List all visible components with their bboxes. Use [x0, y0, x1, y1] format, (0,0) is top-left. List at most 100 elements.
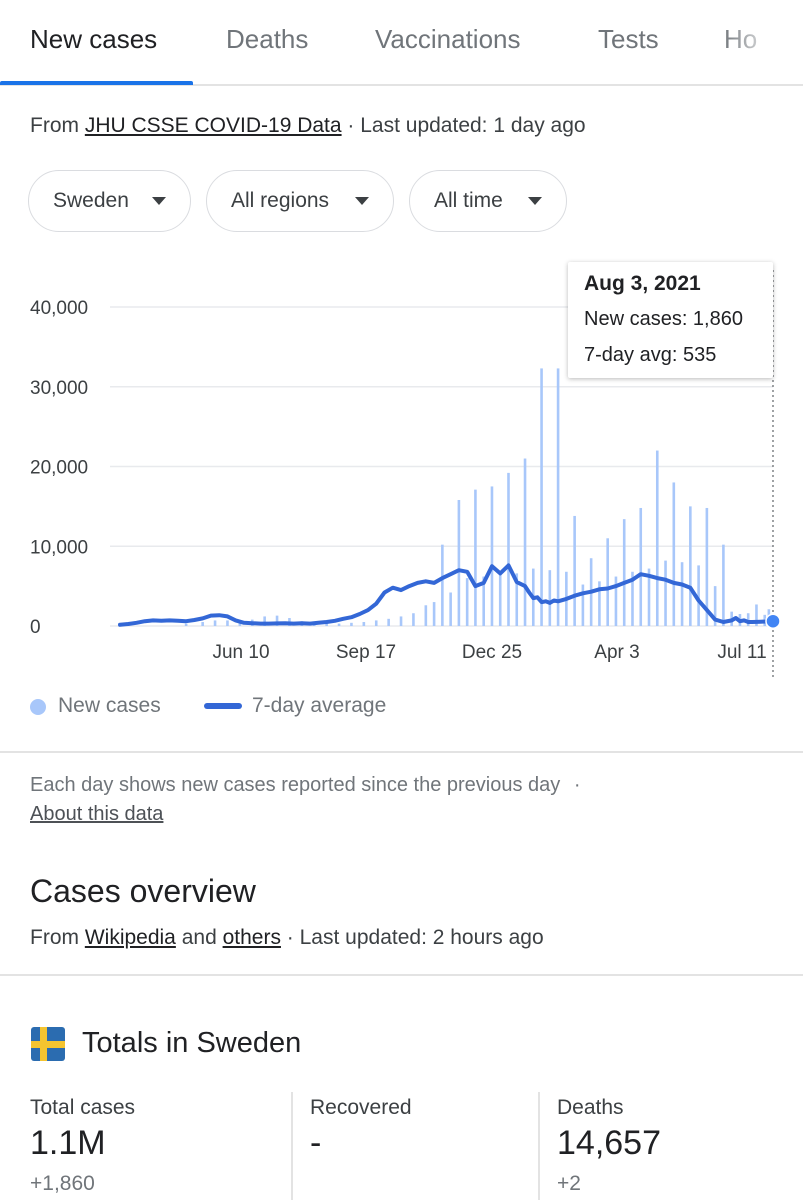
new-cases-bar [362, 622, 366, 626]
total-cases-delta: +1,860 [30, 1172, 95, 1195]
cases-overview-heading: Cases overview [30, 873, 256, 909]
active-tab-indicator [0, 81, 193, 85]
recovered-value: - [310, 1124, 322, 1162]
tab-new-cases[interactable]: New cases [30, 24, 158, 54]
new-cases-bar [226, 620, 229, 626]
new-cases-bar [639, 507, 643, 626]
deaths-value: 14,657 [557, 1124, 661, 1162]
new-cases-bar [498, 574, 502, 626]
new-cases-bar [655, 450, 659, 626]
new-cases-bar [755, 604, 758, 626]
new-cases-bar [647, 568, 651, 626]
new-cases-bar [581, 584, 585, 626]
tab-hospitalizations[interactable]: Ho [724, 24, 758, 54]
total-cases-label: Total cases [30, 1096, 136, 1119]
y-tick-label: 20,000 [30, 458, 88, 479]
x-tick-label: Jun 10 [212, 642, 269, 663]
stat-divider [291, 1092, 293, 1200]
legend-dot-icon [30, 699, 46, 715]
new-cases-bar [441, 544, 444, 626]
new-cases-bar [689, 506, 692, 626]
new-cases-bar [631, 571, 634, 626]
divider [0, 751, 803, 753]
source-prefix: From [30, 114, 85, 137]
tab-vaccinations[interactable]: Vaccinations [375, 24, 521, 54]
new-cases-bar [622, 519, 626, 626]
new-cases-bar [432, 602, 436, 626]
new-cases-bar [573, 515, 576, 626]
new-cases-bar [482, 576, 485, 626]
new-cases-bar [614, 576, 618, 626]
footnote-separator: · [573, 774, 581, 796]
new-cases-bar [337, 623, 341, 626]
total-cases-value: 1.1M [30, 1124, 106, 1162]
new-cases-bar [680, 562, 684, 626]
caret-down-icon [152, 197, 166, 205]
chart-tooltip: Aug 3, 2021 New cases: 1,860 7-day avg: … [568, 262, 773, 378]
new-cases-bar [350, 622, 353, 626]
overview-source-line: From Wikipedia and others · Last updated… [30, 926, 544, 950]
new-cases-bar [746, 613, 750, 626]
overview-src-prefix: From [30, 926, 85, 949]
new-cases-bar [449, 592, 452, 626]
location-dropdown[interactable]: Sweden [28, 170, 191, 232]
new-cases-bar [598, 581, 601, 626]
new-cases-bar [722, 544, 725, 626]
new-cases-bar [606, 538, 609, 626]
caret-down-icon [528, 197, 542, 205]
wikipedia-link[interactable]: Wikipedia [84, 926, 176, 949]
new-cases-bar [507, 472, 510, 626]
tooltip-7day-avg: 7-day avg: 535 [584, 344, 717, 366]
tooltip-new-cases: New cases: 1,860 [584, 308, 743, 330]
new-cases-bar [201, 622, 204, 626]
deaths-delta: +2 [557, 1172, 581, 1195]
x-tick-label: Dec 25 [462, 642, 522, 663]
new-cases-bar [424, 605, 428, 626]
sweden-flag-icon [31, 1027, 65, 1061]
legend-new-cases: New cases [58, 694, 161, 717]
new-cases-bar [490, 486, 494, 626]
region-dropdown[interactable]: All regions [206, 170, 394, 232]
seven-day-average-line [118, 563, 775, 627]
others-link[interactable]: others [222, 926, 281, 949]
chart-footnote: Each day shows new cases reported since … [30, 771, 770, 829]
new-cases-bar [672, 482, 676, 626]
new-cases-bar [713, 586, 717, 626]
stat-divider [538, 1092, 540, 1200]
new-cases-bar [412, 613, 415, 626]
tab-tests[interactable]: Tests [598, 24, 659, 54]
period-dropdown-label: All time [434, 189, 503, 212]
region-dropdown-label: All regions [231, 189, 330, 212]
location-dropdown-label: Sweden [53, 189, 129, 212]
new-cases-bar [263, 616, 266, 626]
y-tick-label: 30,000 [30, 378, 88, 399]
new-cases-bar [540, 368, 543, 626]
new-cases-bar [399, 616, 403, 626]
period-dropdown[interactable]: All time [409, 170, 567, 232]
x-tick-label: Sep 17 [336, 642, 396, 663]
source-updated: · Last updated: 1 day ago [341, 114, 586, 137]
y-tick-label: 10,000 [30, 537, 88, 558]
recovered-label: Recovered [310, 1096, 412, 1119]
overview-src-mid: and [175, 926, 223, 949]
y-tick-label: 40,000 [30, 298, 88, 319]
data-source-line: From JHU CSSE COVID-19 Data · Last updat… [30, 114, 586, 138]
source-link[interactable]: JHU CSSE COVID-19 Data [84, 114, 342, 137]
new-cases-bar [523, 458, 527, 626]
x-tick-label: Apr 3 [594, 642, 639, 663]
new-cases-bar [325, 623, 328, 626]
cases-chart[interactable]: 40,000 30,000 20,000 10,000 0 Jun 10 Sep 17 Dec… [0, 250, 803, 680]
new-cases-bar [465, 578, 469, 626]
new-cases-bar [387, 618, 390, 626]
new-cases-bar [548, 570, 552, 626]
about-data-link[interactable]: About this data [30, 803, 164, 825]
new-cases-bar [515, 573, 519, 626]
legend-line-icon [204, 703, 242, 709]
tab-deaths[interactable]: Deaths [226, 24, 309, 54]
deaths-label: Deaths [557, 1096, 624, 1119]
new-cases-bar [697, 565, 700, 626]
footnote-text: Each day shows new cases reported since … [30, 774, 561, 796]
divider [0, 974, 803, 976]
totals-heading: Totals in Sweden [82, 1027, 302, 1059]
new-cases-bar [457, 499, 461, 626]
